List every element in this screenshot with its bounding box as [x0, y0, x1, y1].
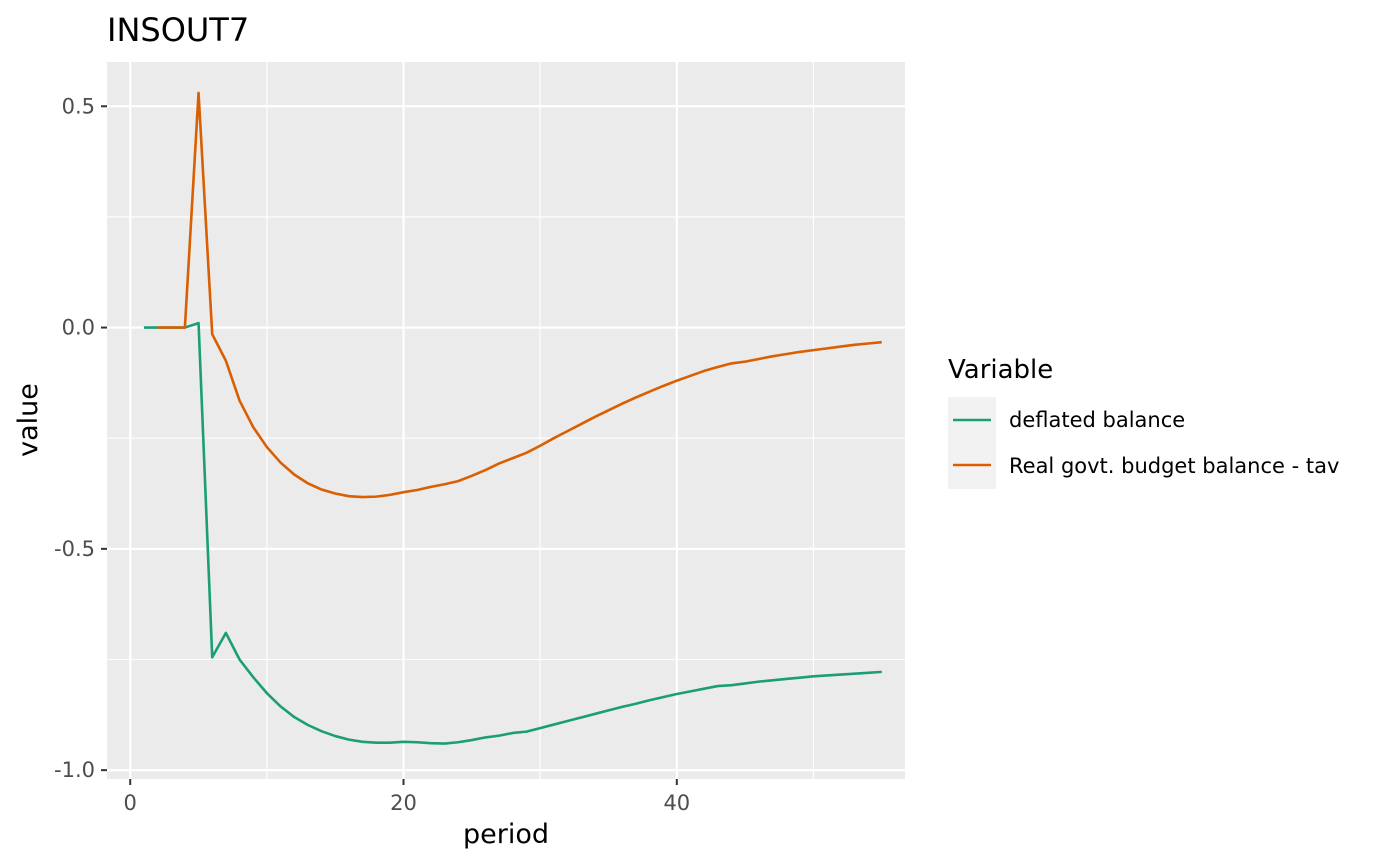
- x-tick-label: 40: [663, 791, 690, 815]
- legend-label-deflated-balance: deflated balance: [1009, 408, 1185, 432]
- series-line-1: [157, 91, 882, 499]
- y-tick-label: 0.0: [62, 316, 95, 340]
- legend: Variable deflated balance Real govt. bud…: [948, 355, 1339, 489]
- x-tick-label: 0: [124, 791, 137, 815]
- x-tick-label: 20: [390, 791, 417, 815]
- y-tick-label: -0.5: [54, 537, 95, 561]
- grid-major: [107, 62, 905, 779]
- x-axis: 0 20 40: [124, 779, 690, 815]
- series-line-0: [143, 321, 882, 745]
- y-tick-label: 0.5: [62, 94, 95, 118]
- legend-key-background: [948, 397, 996, 489]
- x-axis-title: period: [463, 819, 549, 850]
- legend-label-real-govt-budget-balance: Real govt. budget balance - tav: [1009, 454, 1339, 478]
- y-axis-title: value: [13, 383, 44, 457]
- legend-title: Variable: [948, 355, 1053, 385]
- chart-title: INSOUT7: [107, 11, 249, 49]
- plot-panel: [107, 62, 905, 779]
- y-tick-label: -1.0: [54, 758, 95, 782]
- series-lines: [143, 91, 882, 745]
- y-axis: 0.5 0.0 -0.5 -1.0: [54, 94, 107, 782]
